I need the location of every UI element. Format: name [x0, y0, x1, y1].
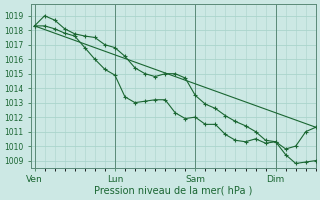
X-axis label: Pression niveau de la mer( hPa ): Pression niveau de la mer( hPa ): [94, 186, 253, 196]
